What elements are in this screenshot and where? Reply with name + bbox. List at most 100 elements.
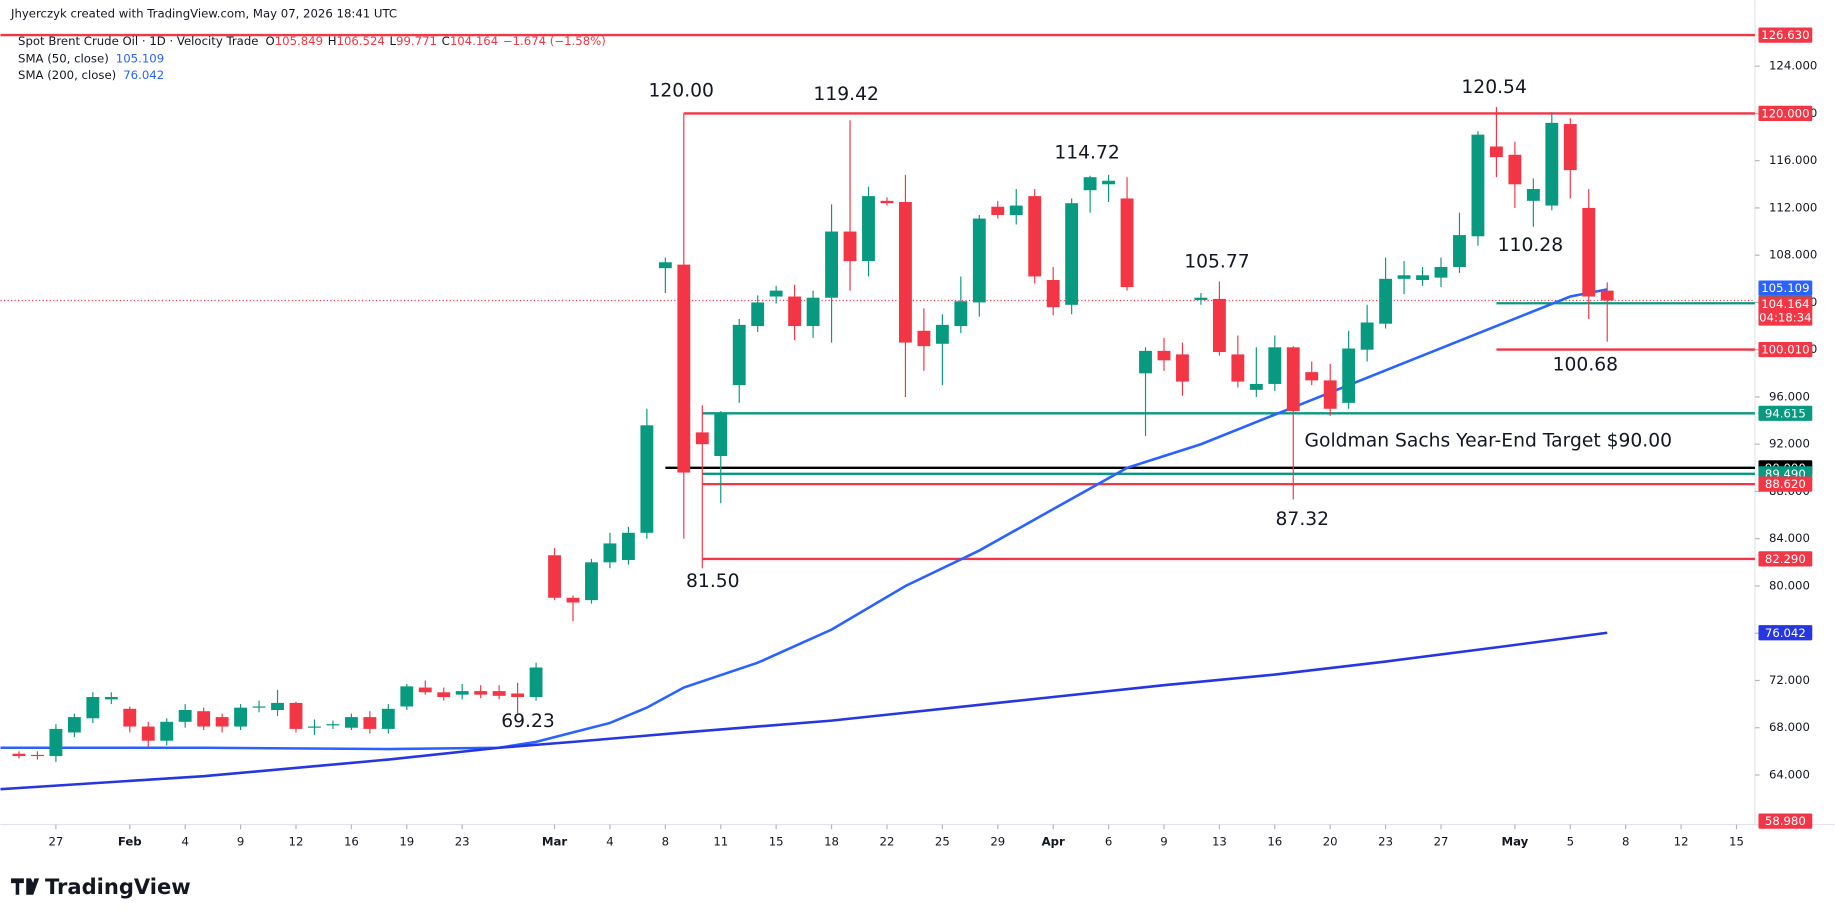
x-tick-label: 23 [455, 835, 470, 849]
candle-body [862, 196, 875, 262]
x-tick-label: 18 [824, 835, 839, 849]
candle-body [621, 532, 635, 560]
candle-body [1212, 298, 1226, 353]
price-tag-label: 100.010 [1761, 343, 1809, 357]
candle-body [178, 710, 192, 722]
candle-body [1360, 322, 1374, 350]
candle-body [363, 717, 377, 729]
x-tick-label: 27 [48, 835, 63, 849]
x-tick-label: 16 [344, 835, 359, 849]
y-tick-label: 68.000 [1769, 720, 1810, 734]
x-tick-label: 16 [1267, 835, 1282, 849]
candle-body [1453, 235, 1466, 267]
candle-body [1286, 347, 1300, 412]
candle-body [1323, 380, 1337, 409]
candle-body [1268, 347, 1282, 384]
y-tick-label: 116.000 [1769, 153, 1817, 167]
brand: TradingView [45, 874, 191, 899]
candle-body [1545, 122, 1559, 206]
candle-body [12, 753, 26, 757]
candle-body [677, 264, 691, 473]
candle-body [234, 707, 248, 727]
candle-body [1231, 354, 1245, 382]
price-tag-label: 120.000 [1761, 106, 1809, 120]
annotation: 120.00 [649, 81, 714, 102]
candle-body [160, 721, 174, 741]
candle-body [917, 330, 931, 347]
candle-body [1194, 297, 1208, 301]
annotation: 119.42 [813, 84, 878, 105]
candle-body [566, 597, 580, 603]
candle-body [455, 691, 469, 695]
candle-body [1139, 350, 1152, 374]
candle-body [751, 302, 765, 327]
candle-body [1249, 383, 1263, 390]
x-tick-label: 15 [769, 835, 784, 849]
ohlc-key: L [390, 33, 397, 47]
candle-body [326, 724, 340, 726]
candle-body [991, 206, 1005, 216]
level-tag: 94.615 [1758, 405, 1813, 421]
candle-body [104, 697, 118, 700]
candle-body [1083, 177, 1097, 191]
candle-body [49, 728, 63, 757]
candle-body [806, 297, 820, 327]
annotation: 81.50 [686, 571, 740, 592]
price-tag-label: 76.042 [1765, 626, 1806, 640]
price-tag-label: 126.630 [1761, 28, 1809, 42]
candle-body [585, 562, 598, 601]
x-tick-label: 9 [1160, 835, 1167, 849]
x-tick-label: 19 [399, 835, 414, 849]
sma-legend: SMA (50, close) 105.109 [18, 51, 164, 65]
x-tick-label: Apr [1042, 835, 1065, 849]
level-tag: 88.620 [1758, 476, 1813, 492]
candle-body [529, 667, 543, 698]
price-tag-label: 82.290 [1765, 552, 1806, 566]
sma-value: 76.042 [123, 67, 164, 81]
price-tag-bg [1758, 105, 1813, 122]
candle-body [732, 324, 746, 386]
candle-body [289, 702, 303, 729]
y-tick-label: 84.000 [1769, 531, 1810, 545]
candle-body [67, 717, 81, 733]
candle-body [86, 697, 100, 719]
candle-body [972, 218, 986, 303]
candle-body [769, 290, 783, 297]
candle-body [1065, 203, 1079, 305]
candle-body [1508, 154, 1522, 185]
candle-body [308, 726, 321, 728]
x-tick-label: 8 [662, 835, 669, 849]
ohlc-key: O [266, 33, 275, 47]
candle-body [1120, 198, 1134, 288]
candle-body [1416, 275, 1429, 280]
candle-body [1397, 275, 1411, 279]
price-tag-bg [1758, 341, 1813, 358]
x-tick-label: 12 [1674, 835, 1689, 849]
y-tick-label: 80.000 [1769, 578, 1810, 592]
candle-body [492, 691, 506, 696]
y-tick-label: 124.000 [1769, 59, 1817, 73]
level-tag: 82.290 [1758, 551, 1813, 567]
y-tick-label: 108.000 [1769, 248, 1817, 262]
current-price-tag-bg [1758, 296, 1813, 326]
logo-icon [11, 878, 40, 895]
candle-body [640, 425, 654, 533]
candle-body [1582, 207, 1596, 297]
annotation: 87.32 [1276, 509, 1330, 530]
y-tick-label: 112.000 [1769, 200, 1817, 214]
x-tick-label: 29 [990, 835, 1005, 849]
x-tick-label: 11 [713, 835, 728, 849]
ohlc-value: 105.849 [275, 33, 323, 47]
price-tag-label: 105.109 [1761, 281, 1809, 295]
x-tick-label: 13 [1212, 835, 1227, 849]
x-tick-label: 20 [1323, 835, 1338, 849]
annotation: 110.28 [1498, 235, 1563, 256]
price-tag-bg [1758, 476, 1813, 492]
level-tag: 126.630 [1758, 27, 1813, 43]
level-tag: 58.980 [1758, 813, 1813, 829]
price-tag-bg [1758, 405, 1813, 421]
candle-body [1157, 350, 1171, 361]
sma-name: SMA (50, close) [18, 51, 109, 65]
